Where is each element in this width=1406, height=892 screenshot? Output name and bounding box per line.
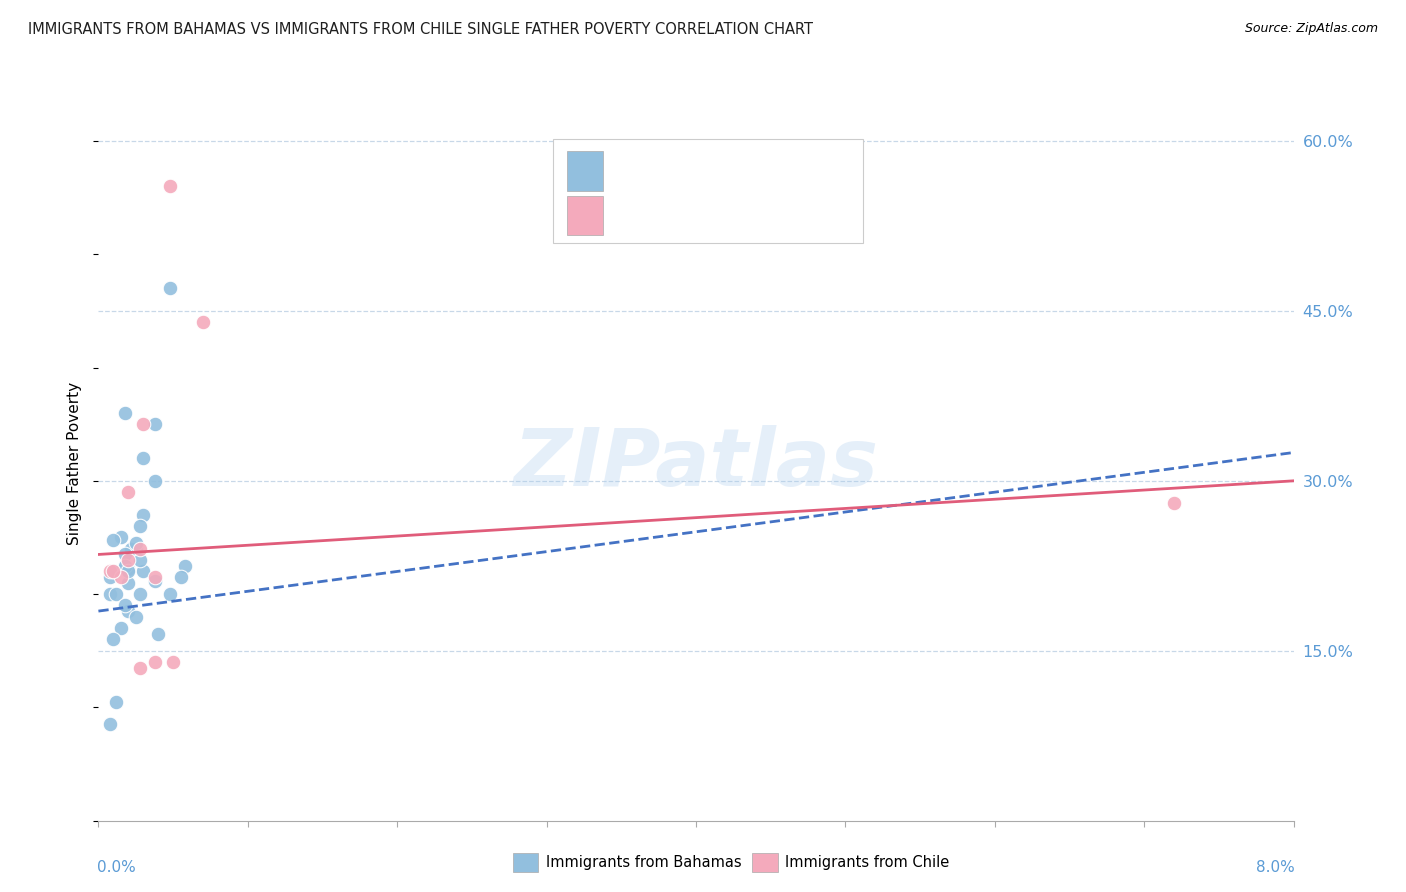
Point [103, 632, 125, 647]
Point [117, 562, 139, 576]
Text: N = 37: N = 37 [756, 164, 818, 182]
Point [129, 519, 152, 533]
Text: ZIPatlas: ZIPatlas [513, 425, 879, 503]
Point [114, 558, 136, 573]
Point [117, 575, 139, 590]
Point [103, 565, 125, 579]
Point [129, 587, 152, 601]
Point [132, 565, 155, 579]
Point [143, 417, 166, 432]
Point [159, 587, 181, 601]
FancyBboxPatch shape [567, 152, 603, 191]
Text: Immigrants from Chile: Immigrants from Chile [785, 855, 949, 870]
Point [159, 281, 181, 295]
Point [143, 574, 166, 588]
Point [143, 570, 166, 584]
Point [98, 717, 122, 731]
Point [114, 558, 136, 573]
Point [114, 599, 136, 613]
Point [117, 485, 139, 500]
Point [1163, 496, 1185, 510]
Point [120, 541, 142, 556]
FancyBboxPatch shape [567, 196, 603, 235]
Point [132, 417, 155, 432]
Point [162, 655, 184, 669]
Point [132, 508, 155, 522]
Point [98, 587, 122, 601]
FancyBboxPatch shape [553, 139, 863, 243]
Point [110, 621, 132, 635]
Text: R = 0.173: R = 0.173 [619, 211, 695, 225]
Point [125, 536, 148, 550]
Point [143, 474, 166, 488]
Point [148, 626, 170, 640]
Point [191, 315, 214, 329]
Point [103, 533, 125, 547]
Text: R = 0.291: R = 0.291 [619, 166, 695, 181]
Text: IMMIGRANTS FROM BAHAMAS VS IMMIGRANTS FROM CHILE SINGLE FATHER POVERTY CORRELATI: IMMIGRANTS FROM BAHAMAS VS IMMIGRANTS FR… [28, 22, 813, 37]
Point [114, 406, 136, 420]
Point [129, 553, 152, 567]
Y-axis label: Single Father Poverty: Single Father Poverty [67, 383, 83, 545]
Point [98, 570, 122, 584]
Point [125, 541, 148, 556]
Point [129, 541, 152, 556]
Point [125, 609, 148, 624]
Point [110, 570, 132, 584]
Point [174, 558, 197, 573]
Point [117, 565, 139, 579]
Text: 8.0%: 8.0% [1256, 860, 1295, 875]
Point [105, 695, 128, 709]
Point [105, 587, 128, 601]
Point [117, 604, 139, 618]
Point [129, 661, 152, 675]
Text: 0.0%: 0.0% [97, 860, 136, 875]
Text: N = 14: N = 14 [756, 209, 818, 227]
Point [169, 570, 191, 584]
Text: Immigrants from Bahamas: Immigrants from Bahamas [546, 855, 741, 870]
Point [117, 553, 139, 567]
Point [114, 548, 136, 562]
Point [132, 451, 155, 466]
Text: Source: ZipAtlas.com: Source: ZipAtlas.com [1244, 22, 1378, 36]
Point [143, 655, 166, 669]
Point [98, 565, 122, 579]
Point [103, 565, 125, 579]
Point [159, 179, 181, 194]
Point [110, 531, 132, 545]
